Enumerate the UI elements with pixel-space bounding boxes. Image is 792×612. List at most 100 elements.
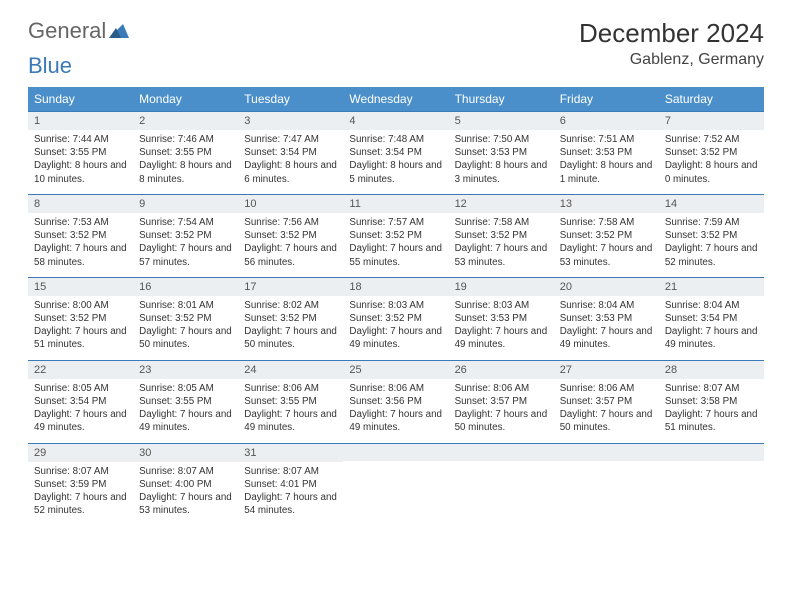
day-info: Sunrise: 7:48 AMSunset: 3:54 PMDaylight:… <box>343 130 448 194</box>
day-info: Sunrise: 8:05 AMSunset: 3:54 PMDaylight:… <box>28 379 133 443</box>
day-cell: Sunrise: 8:02 AMSunset: 3:52 PMDaylight:… <box>238 296 343 360</box>
day-info: Sunrise: 7:46 AMSunset: 3:55 PMDaylight:… <box>133 130 238 194</box>
day-cell: Sunrise: 7:44 AMSunset: 3:55 PMDaylight:… <box>28 130 133 194</box>
day-info: Sunrise: 7:58 AMSunset: 3:52 PMDaylight:… <box>554 213 659 277</box>
day-info: Sunrise: 8:07 AMSunset: 3:59 PMDaylight:… <box>28 462 133 526</box>
day-cell: 29 <box>28 443 133 462</box>
day-cell: Sunrise: 8:06 AMSunset: 3:57 PMDaylight:… <box>449 379 554 443</box>
day-cell: Sunrise: 8:06 AMSunset: 3:57 PMDaylight:… <box>554 379 659 443</box>
month-title: December 2024 <box>579 18 764 49</box>
blank-day-number <box>659 443 764 461</box>
day-info: Sunrise: 8:01 AMSunset: 3:52 PMDaylight:… <box>133 296 238 360</box>
day-number: 6 <box>554 111 659 130</box>
day-cell: Sunrise: 8:03 AMSunset: 3:52 PMDaylight:… <box>343 296 448 360</box>
week-number-row: 293031 <box>28 443 764 462</box>
day-cell: 25 <box>343 360 448 379</box>
day-cell: 10 <box>238 194 343 213</box>
day-cell: Sunrise: 8:05 AMSunset: 3:54 PMDaylight:… <box>28 379 133 443</box>
day-info: Sunrise: 8:04 AMSunset: 3:54 PMDaylight:… <box>659 296 764 360</box>
week-number-row: 15161718192021 <box>28 277 764 296</box>
day-cell: 15 <box>28 277 133 296</box>
day-number: 9 <box>133 194 238 213</box>
day-info: Sunrise: 7:51 AMSunset: 3:53 PMDaylight:… <box>554 130 659 194</box>
week-body-row: Sunrise: 8:05 AMSunset: 3:54 PMDaylight:… <box>28 379 764 443</box>
day-cell: 30 <box>133 443 238 462</box>
day-cell: 9 <box>133 194 238 213</box>
day-number: 4 <box>343 111 448 130</box>
day-cell: Sunrise: 8:01 AMSunset: 3:52 PMDaylight:… <box>133 296 238 360</box>
title-block: December 2024 Gablenz, Germany <box>579 18 764 69</box>
day-cell: 3 <box>238 111 343 130</box>
day-info: Sunrise: 8:07 AMSunset: 4:01 PMDaylight:… <box>238 462 343 526</box>
day-cell: Sunrise: 7:57 AMSunset: 3:52 PMDaylight:… <box>343 213 448 277</box>
week-number-row: 1234567 <box>28 111 764 130</box>
day-number: 30 <box>133 443 238 462</box>
logo-text-2: Blue <box>28 53 72 79</box>
day-cell: Sunrise: 7:58 AMSunset: 3:52 PMDaylight:… <box>554 213 659 277</box>
day-number: 23 <box>133 360 238 379</box>
day-info: Sunrise: 7:58 AMSunset: 3:52 PMDaylight:… <box>449 213 554 277</box>
day-cell: Sunrise: 8:05 AMSunset: 3:55 PMDaylight:… <box>133 379 238 443</box>
header-wednesday: Wednesday <box>343 87 448 111</box>
day-cell: 7 <box>659 111 764 130</box>
week-number-row: 891011121314 <box>28 194 764 213</box>
day-cell: Sunrise: 7:51 AMSunset: 3:53 PMDaylight:… <box>554 130 659 194</box>
week-body-row: Sunrise: 8:00 AMSunset: 3:52 PMDaylight:… <box>28 296 764 360</box>
blank-day-body <box>449 462 554 514</box>
day-cell: Sunrise: 8:03 AMSunset: 3:53 PMDaylight:… <box>449 296 554 360</box>
week-body-row: Sunrise: 7:44 AMSunset: 3:55 PMDaylight:… <box>28 130 764 194</box>
blank-day-body <box>343 462 448 514</box>
day-cell <box>554 462 659 526</box>
week-number-row: 22232425262728 <box>28 360 764 379</box>
day-cell: Sunrise: 8:04 AMSunset: 3:53 PMDaylight:… <box>554 296 659 360</box>
day-info: Sunrise: 7:44 AMSunset: 3:55 PMDaylight:… <box>28 130 133 194</box>
day-cell: Sunrise: 8:00 AMSunset: 3:52 PMDaylight:… <box>28 296 133 360</box>
day-number: 28 <box>659 360 764 379</box>
day-cell <box>659 462 764 526</box>
day-info: Sunrise: 8:03 AMSunset: 3:53 PMDaylight:… <box>449 296 554 360</box>
calendar-body: 1234567Sunrise: 7:44 AMSunset: 3:55 PMDa… <box>28 111 764 525</box>
calendar-page: General December 2024 Gablenz, Germany B… <box>0 0 792 545</box>
day-cell: 28 <box>659 360 764 379</box>
day-cell: Sunrise: 8:04 AMSunset: 3:54 PMDaylight:… <box>659 296 764 360</box>
header-sunday: Sunday <box>28 87 133 111</box>
day-number: 26 <box>449 360 554 379</box>
day-number: 21 <box>659 277 764 296</box>
day-number: 16 <box>133 277 238 296</box>
day-cell: Sunrise: 7:48 AMSunset: 3:54 PMDaylight:… <box>343 130 448 194</box>
day-number: 10 <box>238 194 343 213</box>
day-info: Sunrise: 8:06 AMSunset: 3:55 PMDaylight:… <box>238 379 343 443</box>
day-cell <box>343 443 448 462</box>
day-cell: Sunrise: 7:54 AMSunset: 3:52 PMDaylight:… <box>133 213 238 277</box>
day-cell <box>449 462 554 526</box>
day-number: 29 <box>28 443 133 462</box>
header-friday: Friday <box>554 87 659 111</box>
blank-day-body <box>554 462 659 514</box>
day-info: Sunrise: 7:53 AMSunset: 3:52 PMDaylight:… <box>28 213 133 277</box>
day-cell: Sunrise: 8:07 AMSunset: 4:00 PMDaylight:… <box>133 462 238 526</box>
day-info: Sunrise: 7:54 AMSunset: 3:52 PMDaylight:… <box>133 213 238 277</box>
logo-text-1: General <box>28 18 106 44</box>
day-number: 25 <box>343 360 448 379</box>
day-cell: 24 <box>238 360 343 379</box>
day-cell: 23 <box>133 360 238 379</box>
day-info: Sunrise: 8:06 AMSunset: 3:56 PMDaylight:… <box>343 379 448 443</box>
day-info: Sunrise: 7:52 AMSunset: 3:52 PMDaylight:… <box>659 130 764 194</box>
day-cell: 4 <box>343 111 448 130</box>
day-cell: Sunrise: 8:07 AMSunset: 4:01 PMDaylight:… <box>238 462 343 526</box>
day-cell: 1 <box>28 111 133 130</box>
header-monday: Monday <box>133 87 238 111</box>
day-info: Sunrise: 8:02 AMSunset: 3:52 PMDaylight:… <box>238 296 343 360</box>
day-cell: Sunrise: 7:50 AMSunset: 3:53 PMDaylight:… <box>449 130 554 194</box>
day-cell: Sunrise: 7:58 AMSunset: 3:52 PMDaylight:… <box>449 213 554 277</box>
week-body-row: Sunrise: 7:53 AMSunset: 3:52 PMDaylight:… <box>28 213 764 277</box>
day-number: 13 <box>554 194 659 213</box>
day-cell <box>343 462 448 526</box>
day-cell: Sunrise: 8:07 AMSunset: 3:58 PMDaylight:… <box>659 379 764 443</box>
day-cell: Sunrise: 8:06 AMSunset: 3:56 PMDaylight:… <box>343 379 448 443</box>
day-cell: 21 <box>659 277 764 296</box>
day-cell <box>449 443 554 462</box>
day-cell: 17 <box>238 277 343 296</box>
day-cell: 20 <box>554 277 659 296</box>
day-info: Sunrise: 8:06 AMSunset: 3:57 PMDaylight:… <box>449 379 554 443</box>
